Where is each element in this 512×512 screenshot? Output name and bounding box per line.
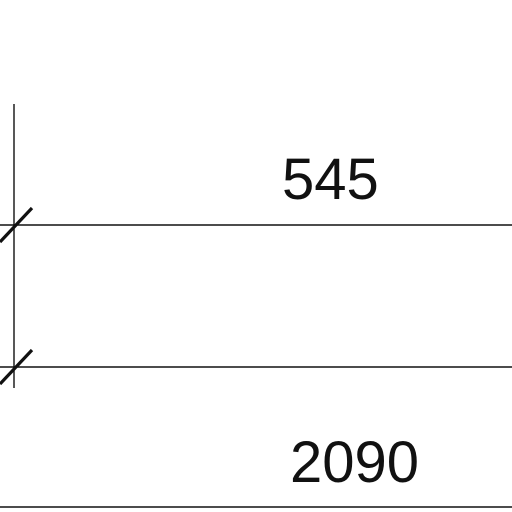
lower-dimension-text: 2090 (290, 430, 419, 495)
middle-tick-mark (0, 348, 34, 386)
upper-dimension-text: 545 (282, 147, 379, 212)
partial-dimension-text: ) (0, 145, 1, 210)
upper-tick-mark (0, 206, 34, 244)
